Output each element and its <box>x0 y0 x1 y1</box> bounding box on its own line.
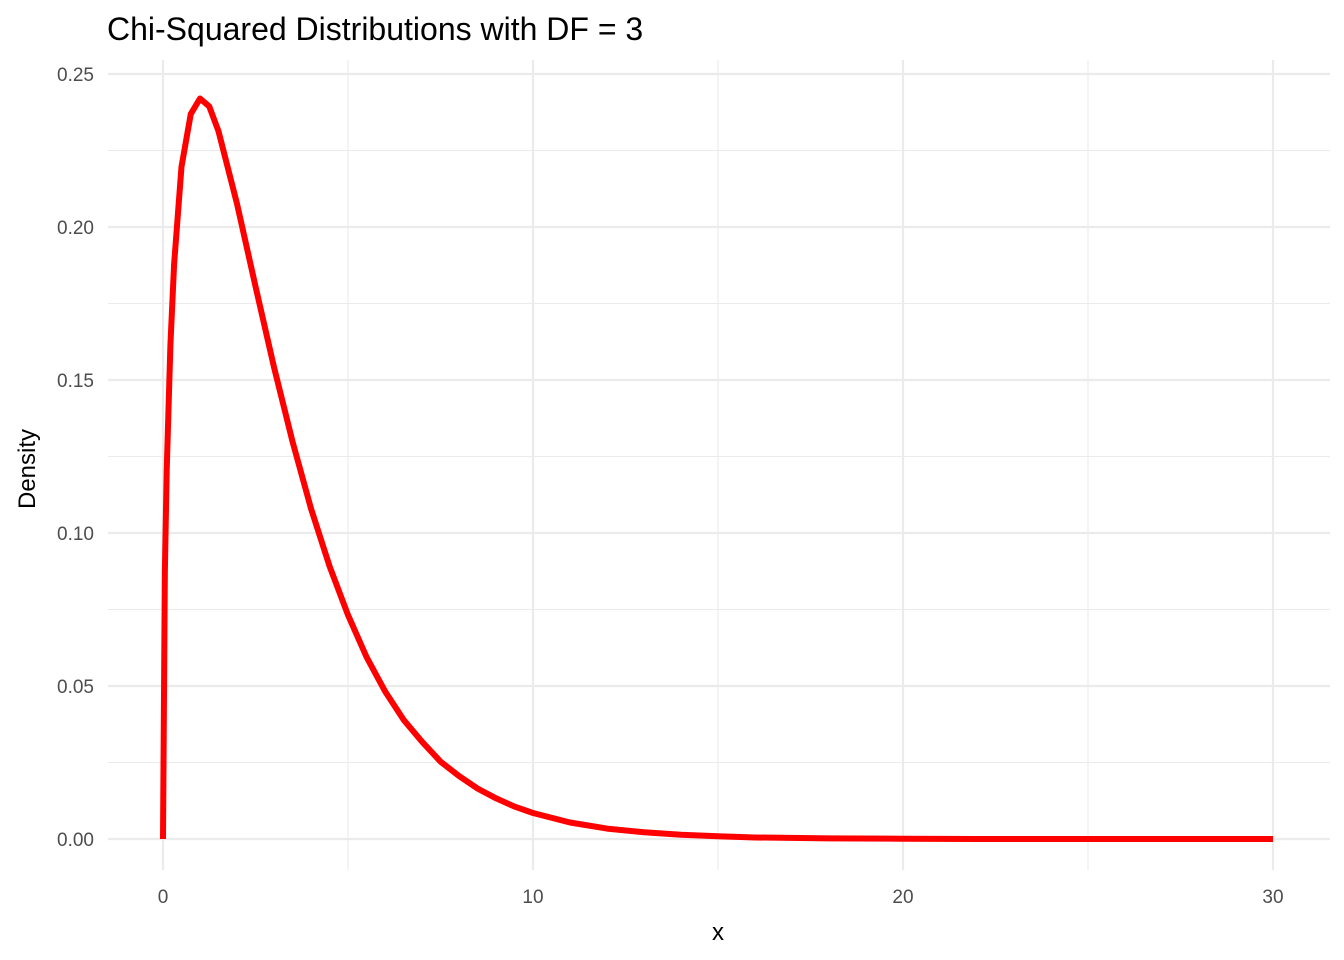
y-tick-label: 0.10 <box>57 524 94 545</box>
y-tick-label: 0.20 <box>57 218 94 239</box>
series-layer <box>160 95 1273 842</box>
x-tick-label: 0 <box>158 887 169 908</box>
x-tick-label: 20 <box>892 887 913 908</box>
density-curve <box>160 95 1273 842</box>
x-tick-label: 10 <box>522 887 543 908</box>
y-tick-label: 0.25 <box>57 65 94 86</box>
x-axis-title: x <box>712 919 724 946</box>
y-axis-title: Density <box>14 429 41 509</box>
tick-labels: 0 10 20 30 0.00 0.05 0.10 0.15 0.20 0.25 <box>57 65 1284 908</box>
grid <box>108 60 1330 870</box>
y-tick-label: 0.05 <box>57 677 94 698</box>
y-tick-label: 0.15 <box>57 371 94 392</box>
x-tick-label: 30 <box>1262 887 1283 908</box>
y-tick-label: 0.00 <box>57 830 94 851</box>
chart-title: Chi-Squared Distributions with DF = 3 <box>107 11 643 47</box>
